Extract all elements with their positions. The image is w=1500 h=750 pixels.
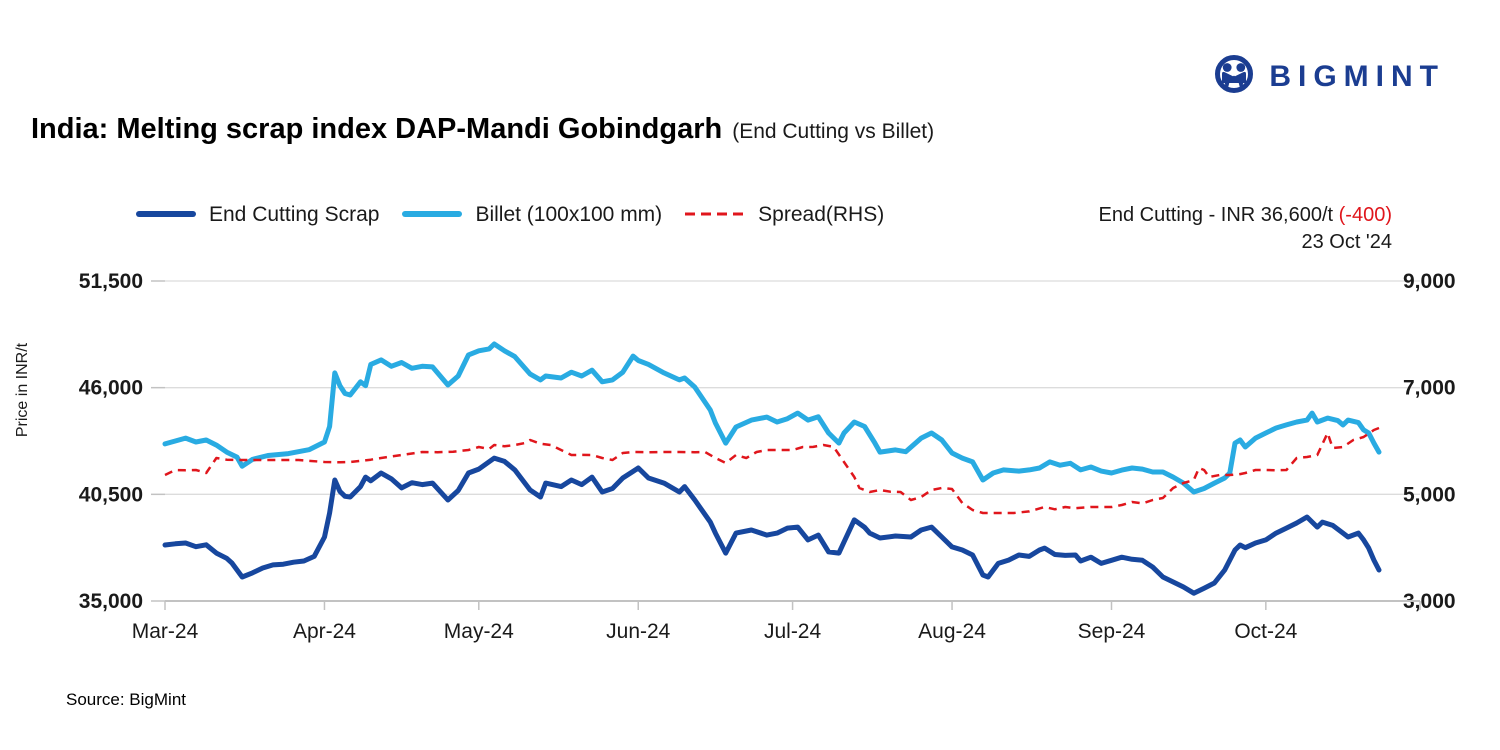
- chart-title-suffix: (End Cutting vs Billet): [732, 120, 935, 143]
- left-axis-tick-label: 35,000: [79, 590, 143, 613]
- right-axis-tick-label: 5,000: [1403, 483, 1456, 506]
- bigmint-logo: BIGMINT: [1211, 52, 1445, 102]
- billet-line-swatch: [401, 206, 463, 224]
- legend-label: End Cutting Scrap: [209, 203, 380, 226]
- price-chart-svg: 35,000 40,500 46,000 51,500 3,000 5,000 7,000 9…: [79, 270, 1456, 643]
- chart-title-main: India: Melting scrap index DAP-Mandi Gob…: [31, 113, 723, 145]
- legend-item-billet: Billet (100x100 mm): [401, 203, 662, 227]
- right-axis-tick-label: 3,000: [1403, 590, 1456, 613]
- spread-dashed-line-swatch: [684, 206, 746, 224]
- x-axis-tick-label: Mar-24: [132, 620, 199, 643]
- x-axis-tick-label: Jun-24: [606, 620, 671, 643]
- x-axis-tick-label: Jul-24: [764, 620, 822, 643]
- series-line-spread-rhs: [164, 426, 1380, 515]
- series-line-billet-100x100-mm: [162, 341, 1382, 495]
- x-axis-tick-label: May-24: [444, 620, 514, 643]
- legend-label: Spread(RHS): [758, 203, 885, 226]
- x-axis-tick-label: Apr-24: [293, 620, 356, 643]
- left-axis-tick-label: 46,000: [79, 377, 143, 400]
- bigmint-logo-icon: [1211, 52, 1257, 102]
- end-cutting-line-swatch: [135, 206, 197, 224]
- price-change-value: (-400): [1338, 204, 1392, 226]
- x-axis-tick-label: Aug-24: [918, 620, 986, 643]
- latest-value-line1: End Cutting - INR 36,600/t (-400): [1098, 204, 1393, 226]
- left-axis-tick-label: 51,500: [79, 270, 143, 293]
- legend: End Cutting Scrap Billet (100x100 mm) Sp…: [135, 203, 884, 227]
- latest-value-date: 23 Oct '24: [1301, 231, 1392, 253]
- latest-value-annotation: End Cutting - INR 36,600/t (-400) 23 Oct…: [1099, 202, 1393, 256]
- right-axis-tick-label: 9,000: [1403, 270, 1456, 293]
- right-axis-tick-label: 7,000: [1403, 377, 1456, 400]
- legend-label: Billet (100x100 mm): [475, 203, 663, 226]
- price-chart: 35,000 40,500 46,000 51,500 3,000 5,000 7,000 9…: [0, 230, 1500, 670]
- x-axis-tick-label: Sep-24: [1078, 620, 1146, 643]
- legend-item-end-cutting-scrap: End Cutting Scrap: [135, 203, 379, 227]
- source-note: Source: BigMint: [66, 690, 186, 709]
- legend-item-spread: Spread(RHS): [684, 203, 884, 227]
- chart-title: India: Melting scrap index DAP-Mandi Gob…: [31, 113, 934, 146]
- left-axis-tick-label: 40,500: [79, 483, 143, 506]
- x-axis-tick-label: Oct-24: [1234, 620, 1297, 643]
- series-line-end-cutting-scrap: [162, 455, 1382, 596]
- bigmint-logo-text: BIGMINT: [1269, 60, 1445, 93]
